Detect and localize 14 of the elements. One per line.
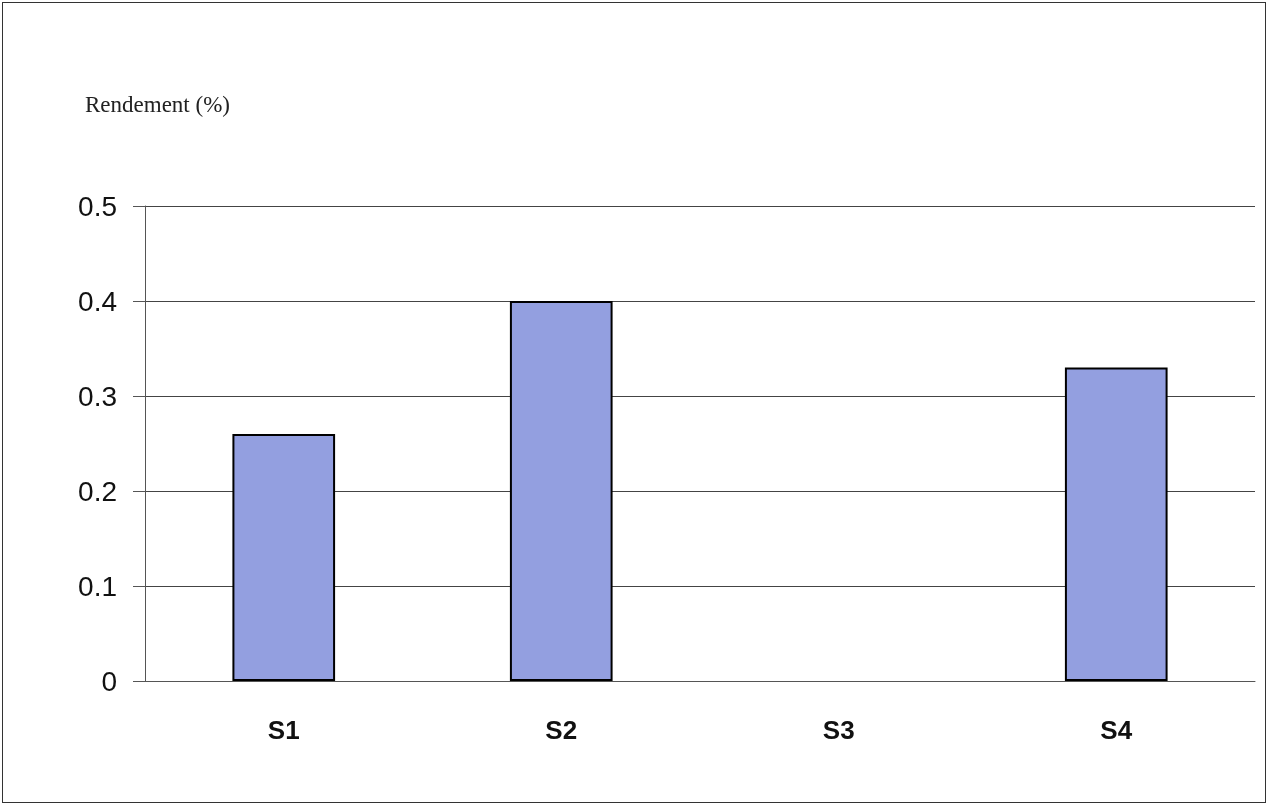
bar xyxy=(232,434,336,681)
y-tick-label: 0.1 xyxy=(78,570,117,602)
y-tick-label: 0 xyxy=(101,665,117,697)
x-tick-label: S3 xyxy=(822,715,855,745)
x-tick-label: S4 xyxy=(1100,715,1133,745)
bar xyxy=(509,301,613,681)
y-axis-title: Rendement (%) xyxy=(85,92,230,117)
y-tick-label: 0.2 xyxy=(78,475,117,507)
x-tick-label: S1 xyxy=(267,715,300,745)
x-tick-label: S2 xyxy=(545,715,578,745)
y-tick-label: 0.3 xyxy=(78,380,117,412)
y-tick-label: 0.5 xyxy=(78,190,117,222)
y-tick-label: 0.4 xyxy=(78,285,117,317)
bar xyxy=(1064,367,1168,681)
